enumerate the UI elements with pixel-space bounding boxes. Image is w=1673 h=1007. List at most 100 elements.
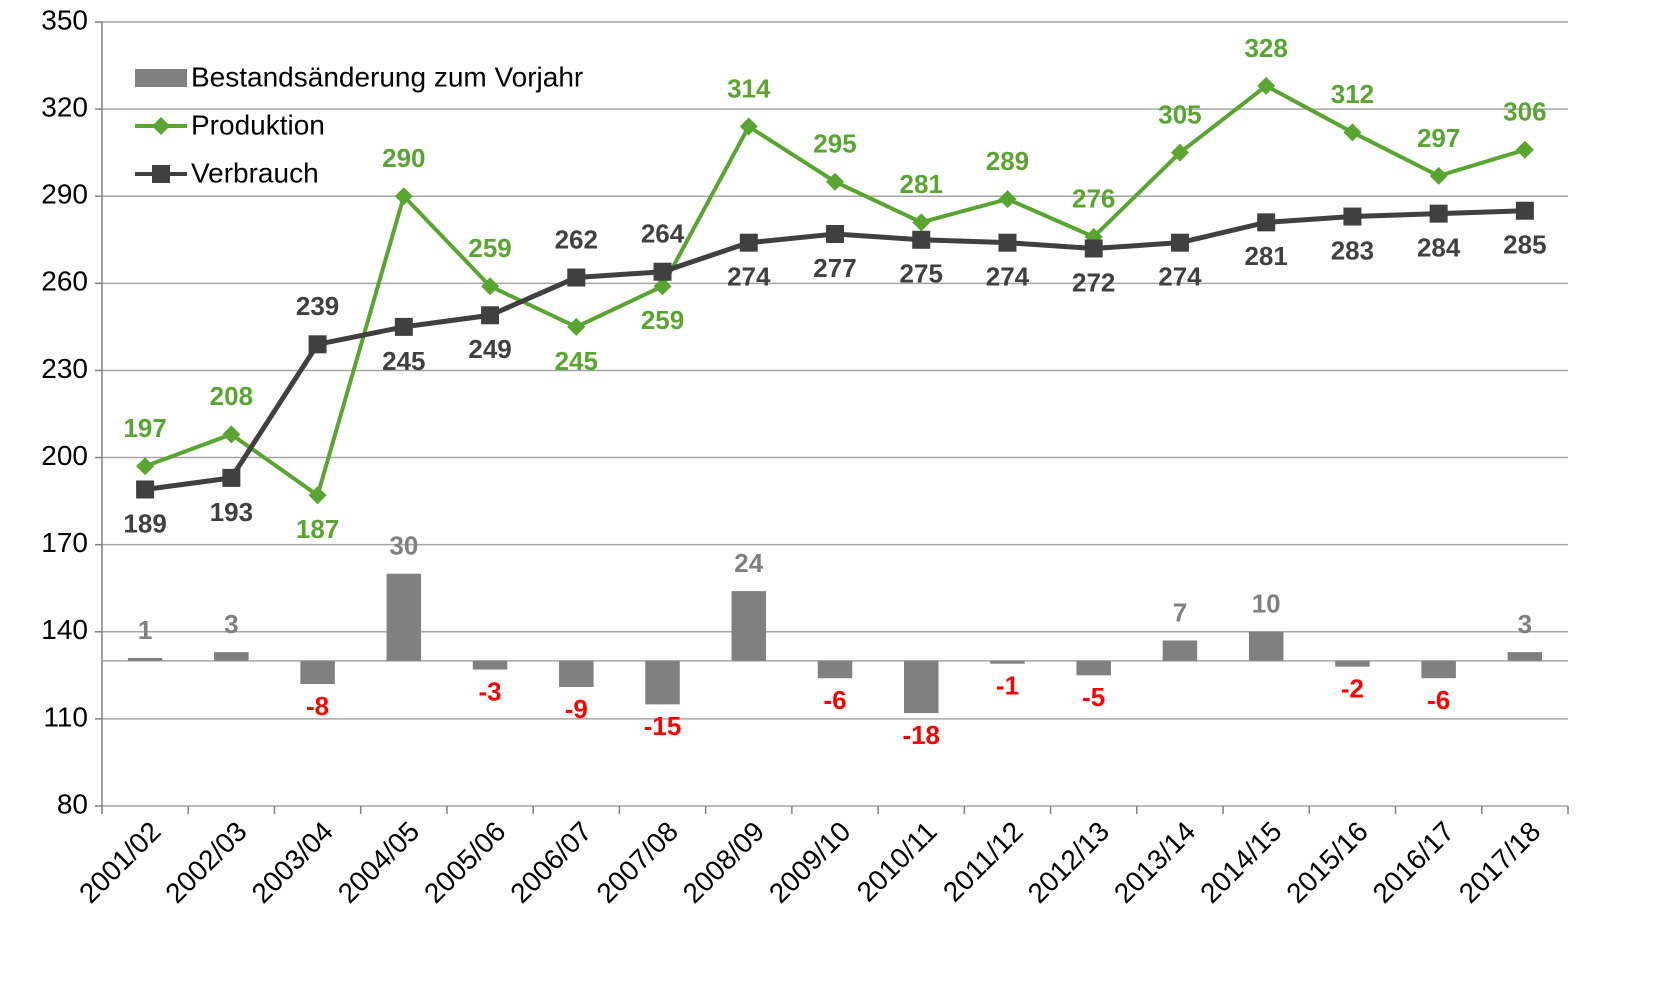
data-label: 305 xyxy=(1158,100,1201,130)
x-tick-label: 2004/05 xyxy=(332,816,425,909)
bar xyxy=(1248,631,1284,661)
data-label: 312 xyxy=(1331,79,1374,109)
data-label: 245 xyxy=(382,346,425,376)
marker xyxy=(394,317,413,336)
data-label: 262 xyxy=(555,224,598,254)
data-label: 328 xyxy=(1244,33,1287,63)
data-label: 314 xyxy=(727,73,771,103)
marker xyxy=(912,213,931,232)
marker xyxy=(1429,166,1448,185)
legend-label: Verbrauch xyxy=(191,157,319,188)
marker xyxy=(1170,143,1189,162)
marker xyxy=(136,480,155,499)
bar xyxy=(214,652,249,661)
data-label: 30 xyxy=(389,531,418,561)
legend-marker xyxy=(152,165,170,183)
marker xyxy=(222,425,241,444)
data-label: -15 xyxy=(644,711,682,741)
data-label: 208 xyxy=(210,381,253,411)
legend-label: Produktion xyxy=(191,109,325,140)
data-label: 3 xyxy=(224,609,238,639)
x-tick-label: 2017/18 xyxy=(1453,816,1546,909)
bar xyxy=(300,660,335,685)
data-label: 281 xyxy=(1244,241,1287,271)
bar xyxy=(731,591,767,661)
data-label: -3 xyxy=(478,676,501,706)
y-tick-label: 200 xyxy=(41,440,88,471)
data-label: 24 xyxy=(734,548,763,578)
bar xyxy=(817,660,853,679)
x-tick-label: 2009/10 xyxy=(763,816,856,909)
x-tick-label: 2005/06 xyxy=(418,816,511,909)
marker xyxy=(998,233,1017,252)
y-tick-label: 290 xyxy=(41,179,88,210)
data-label: 275 xyxy=(900,259,943,289)
y-tick-label: 230 xyxy=(41,353,88,384)
bar xyxy=(1421,660,1456,679)
marker xyxy=(394,187,413,206)
bar xyxy=(1076,660,1111,676)
data-label: 1 xyxy=(138,615,152,645)
bar xyxy=(472,660,508,670)
x-tick-label: 2015/16 xyxy=(1280,816,1373,909)
legend-swatch xyxy=(135,69,187,87)
x-tick-label: 2006/07 xyxy=(504,816,597,909)
data-label: 3 xyxy=(1518,609,1532,639)
x-tick-label: 2013/14 xyxy=(1108,816,1201,909)
data-label: 10 xyxy=(1252,589,1281,619)
bar xyxy=(559,660,594,687)
x-tick-label: 2014/15 xyxy=(1194,816,1287,909)
bar xyxy=(1335,660,1370,667)
bar xyxy=(645,660,680,705)
bar xyxy=(127,657,163,661)
data-label: -6 xyxy=(1427,685,1450,715)
legend-label: Bestandsänderung zum Vorjahr xyxy=(191,61,583,92)
marker xyxy=(826,224,844,243)
x-tick-label: 2007/08 xyxy=(591,816,684,909)
data-label: -9 xyxy=(565,694,588,724)
data-label: 276 xyxy=(1072,184,1115,214)
data-label: 259 xyxy=(641,305,684,335)
y-tick-label: 140 xyxy=(41,614,88,645)
marker xyxy=(653,277,672,296)
marker xyxy=(481,306,500,325)
marker xyxy=(1257,76,1276,95)
data-label: 264 xyxy=(641,219,685,249)
data-label: 197 xyxy=(123,413,166,443)
data-label: 245 xyxy=(555,346,598,376)
x-tick-label: 2003/04 xyxy=(246,816,339,909)
data-label: 290 xyxy=(382,143,425,173)
bar xyxy=(1162,640,1198,661)
data-label: 295 xyxy=(813,129,856,159)
x-tick-label: 2016/17 xyxy=(1367,816,1460,909)
x-tick-label: 2011/12 xyxy=(937,816,1029,908)
y-tick-label: 80 xyxy=(57,788,88,819)
data-label: -18 xyxy=(902,720,940,750)
bar xyxy=(1507,652,1543,661)
data-label: 283 xyxy=(1331,235,1374,265)
x-tick-label: 2001/02 xyxy=(73,816,166,909)
marker xyxy=(826,172,844,191)
marker xyxy=(567,317,586,336)
x-tick-label: 2012/13 xyxy=(1022,816,1115,909)
data-label: 274 xyxy=(727,262,771,292)
data-label: 239 xyxy=(296,291,339,321)
y-tick-label: 260 xyxy=(41,266,88,297)
data-label: 274 xyxy=(986,262,1030,292)
marker xyxy=(1515,201,1534,220)
y-tick-label: 350 xyxy=(41,4,88,35)
data-label: -6 xyxy=(823,685,846,715)
y-tick-label: 110 xyxy=(43,701,88,732)
marker xyxy=(1515,140,1534,159)
marker xyxy=(1170,233,1189,252)
y-tick-label: 170 xyxy=(41,527,88,558)
data-label: 193 xyxy=(210,497,253,527)
marker xyxy=(481,277,500,296)
bar xyxy=(990,660,1025,664)
x-tick-label: 2008/09 xyxy=(677,816,770,909)
data-label: 284 xyxy=(1417,233,1461,263)
marker xyxy=(222,468,241,487)
marker xyxy=(1343,123,1362,142)
marker xyxy=(739,233,758,252)
